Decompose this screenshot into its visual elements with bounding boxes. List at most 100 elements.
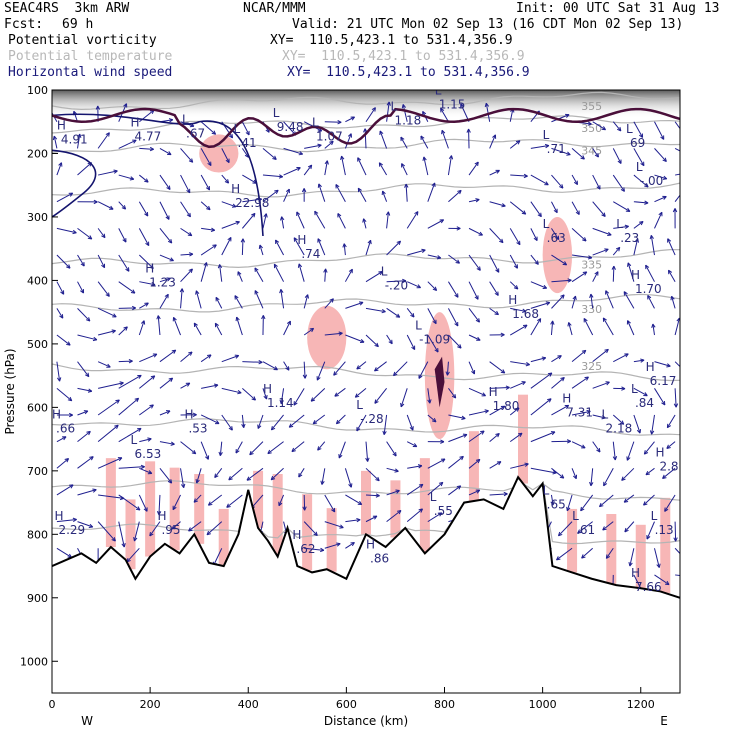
wind-vector [345,334,365,344]
extremum-letter: H [54,509,63,523]
extremum-value: 7.66 [635,580,662,594]
extremum-letter: H [57,119,66,133]
extremum-letter: L [636,160,643,174]
extremum-value: -.28 [360,412,383,426]
wind-speed-contour [52,149,97,218]
wind-vector [468,489,481,496]
wind-vector [468,361,476,375]
wind-vector [406,334,416,351]
wind-vector [56,517,77,523]
extremum-letter: H [263,382,272,396]
wind-vector [241,121,250,136]
wind-vector [422,156,429,176]
wind-vector [427,388,432,404]
extremum-value: .66 [56,421,75,435]
wind-vector [448,189,462,203]
wind-vector [557,521,573,537]
wind-vector [571,295,577,309]
wind-vector [241,414,246,428]
wind-vector [206,521,223,536]
forecast-hours: 69 h [62,17,94,32]
wind-vector [468,409,489,416]
x-tick-label: 200 [140,698,161,711]
extremum-value: 9.48 [277,120,304,134]
wind-vector [334,387,346,397]
wind-vector [448,226,461,231]
extremum-letter: H [508,293,517,307]
theta-label: 345 [581,144,602,157]
wind-vector [510,307,527,313]
wind-vector [97,521,116,542]
wind-vector [118,174,135,181]
wind-vector [530,174,549,186]
wind-vector [386,307,401,318]
wind-vector [672,208,678,229]
wind-vector [406,441,418,448]
wind-vector [551,147,571,156]
wind-vector [214,322,223,336]
wind-vector [340,155,346,176]
wind-vector [262,174,284,179]
wind-vector [509,228,521,246]
model-name: SEAC4RS 3km ARW [4,1,130,16]
pv-column [390,480,401,538]
wind-vector [324,331,343,336]
wind-vector [97,132,110,149]
wind-vector [611,265,616,282]
wind-vector [489,201,506,208]
wind-vector [468,254,481,271]
wind-vector [654,148,667,163]
valid-time: Valid: 21 UTC Mon 02 Sep 13 (16 CDT Mon … [292,17,684,32]
wind-vector [200,121,217,135]
pv-column [253,470,264,528]
wind-vector [365,441,370,462]
wind-vector [159,228,173,244]
wind-vector [509,281,519,290]
wind-vector [118,281,136,294]
wind-vector [316,361,326,381]
extremum-value: -.00 [640,174,663,188]
wind-vector [468,198,480,203]
extremum-value: 69 [630,136,645,150]
wind-vector [626,320,635,336]
wind-vector [427,308,437,325]
plot-frame [51,89,681,694]
wind-vector [589,293,594,309]
wind-vector [221,236,232,256]
wind-vector [613,201,631,212]
pv-column [606,514,617,584]
extremum-letter: L [543,217,550,231]
wind-vector [466,128,471,149]
wind-vector [551,355,562,363]
wind-vector [291,441,305,453]
wind-vector [551,404,570,416]
wind-vector [195,468,202,484]
wind-vector [77,488,97,496]
wind-vector [510,462,529,469]
wind-vector [296,211,305,229]
extremum-letter: H [631,268,640,282]
extremum-value: .23 [620,231,639,245]
wind-vector [468,308,481,323]
wind-vector [310,387,326,402]
wind-vector [118,374,142,389]
wind-vector [77,361,90,378]
wind-vector [448,334,462,349]
y-tick-label: 1000 [20,655,48,668]
pv-column [194,474,205,544]
wind-vector [427,254,442,260]
theta-label: 330 [581,303,602,316]
wind-vector [602,521,614,531]
wind-vector [159,254,174,262]
wind-vector [118,201,127,210]
wind-vector [324,542,341,549]
wind-vector [56,484,74,496]
wind-vector [317,441,326,451]
pv-column [635,524,646,589]
wind-vector [365,515,378,523]
wind-vector [654,574,670,586]
wind-vector [592,201,606,217]
wind-vector [551,228,560,241]
wind-vector [645,264,655,282]
extremum-value: .63 [547,231,566,245]
